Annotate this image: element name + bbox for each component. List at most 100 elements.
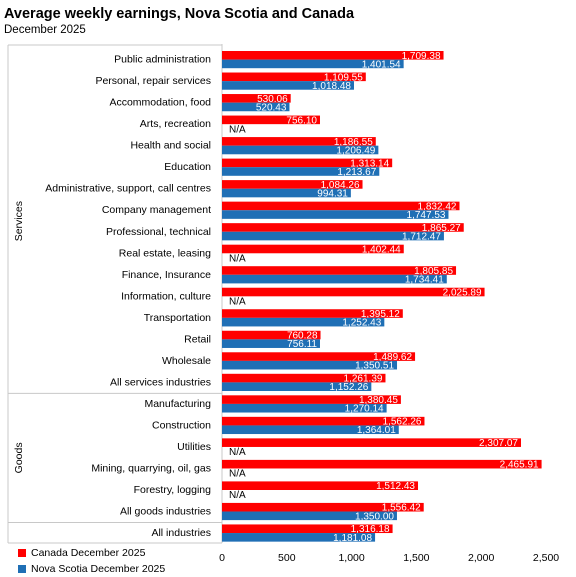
category-label-all-goods-industries: All goods industries (120, 506, 211, 518)
data-label-nova-scotia-finance-insurance: 1,734.41 (405, 275, 444, 286)
data-label-nova-scotia-wholesale: 1,350.51 (355, 361, 394, 372)
legend-label-canada: Canada December 2025 (31, 547, 146, 559)
data-label-canada-real-estate-leasing: 1,402.44 (362, 244, 401, 255)
data-label-canada-forestry-logging: 1,512.43 (376, 481, 415, 492)
data-label-canada-education: 1,313.14 (350, 158, 389, 169)
legend-swatch-nova-scotia (18, 565, 26, 573)
bar-canada-forestry-logging (222, 481, 419, 490)
data-label-canada-personal-repair-services: 1,109.55 (324, 72, 363, 83)
data-label-nova-scotia-education: 1,213.67 (337, 167, 376, 178)
data-label-nova-scotia-all-services-industries: 1,152.26 (329, 382, 368, 393)
data-label-nova-scotia-company-management: 1,747.53 (407, 210, 446, 221)
bar-nova-scotia-retail (222, 339, 320, 348)
bar-canada-manufacturing (222, 395, 401, 404)
bar-nova-scotia-personal-repair-services (222, 81, 354, 90)
category-label-information-culture: Information, culture (121, 290, 211, 302)
bar-nova-scotia-transportation (222, 317, 385, 327)
category-label-accommodation-food: Accommodation, food (109, 97, 211, 109)
x-tick-label-2: 1,000 (338, 552, 364, 564)
data-label-canada-administrative-support-call-centres: 1,084.26 (321, 180, 360, 191)
bar-nova-scotia-all-industries (222, 533, 376, 542)
data-label-canada-utilities: 2,307.07 (479, 438, 518, 449)
category-label-public-administration: Public administration (114, 54, 211, 66)
category-label-construction: Construction (152, 419, 211, 431)
bar-canada-public-administration (222, 51, 444, 60)
data-label-canada-mining-quarrying-oil-gas: 2,465.91 (500, 460, 539, 471)
x-tick-label-4: 2,000 (468, 552, 494, 564)
bar-nova-scotia-finance-insurance (222, 274, 447, 284)
bar-nova-scotia-manufacturing (222, 403, 387, 413)
data-label-nova-scotia-transportation: 1,252.43 (342, 318, 381, 329)
category-label-utilities: Utilities (177, 441, 211, 453)
data-label-nova-scotia-arts-recreation: N/A (229, 124, 246, 135)
bar-canada-real-estate-leasing (222, 244, 404, 254)
data-label-nova-scotia-utilities: N/A (229, 447, 246, 458)
data-label-nova-scotia-public-administration: 1,401.54 (362, 59, 401, 70)
bar-canada-transportation (222, 309, 403, 318)
chart-title: Average weekly earnings, Nova Scotia and… (4, 6, 355, 22)
data-label-nova-scotia-accommodation-food: 520.43 (256, 102, 287, 113)
data-label-nova-scotia-manufacturing: 1,270.14 (345, 404, 384, 415)
category-label-all-industries: All industries (151, 527, 211, 539)
bar-nova-scotia-all-services-industries (222, 382, 372, 391)
bar-canada-wholesale (222, 352, 416, 361)
bar-canada-all-services-industries (222, 373, 386, 383)
data-label-canada-health-and-social: 1,186.55 (334, 137, 373, 148)
data-label-nova-scotia-retail: 756.11 (287, 339, 317, 350)
category-label-arts-recreation: Arts, recreation (140, 118, 211, 130)
bar-canada-finance-insurance (222, 266, 457, 275)
data-label-canada-arts-recreation: 756.10 (286, 115, 317, 126)
group-label-goods: Goods (13, 442, 25, 473)
data-label-canada-accommodation-food: 530.06 (257, 94, 288, 105)
data-label-canada-all-goods-industries: 1,556.42 (382, 503, 421, 514)
x-tick-label-1: 500 (278, 552, 296, 564)
data-label-canada-all-industries: 1,316.18 (351, 524, 390, 535)
data-label-nova-scotia-information-culture: N/A (229, 296, 246, 307)
category-label-wholesale: Wholesale (162, 355, 211, 367)
data-label-nova-scotia-mining-quarrying-oil-gas: N/A (229, 469, 246, 480)
bar-canada-health-and-social (222, 137, 376, 146)
category-label-retail: Retail (184, 333, 211, 345)
chart-subtitle: December 2025 (4, 24, 86, 36)
bar-nova-scotia-accommodation-food (222, 102, 290, 112)
data-label-canada-public-administration: 1,709.38 (402, 51, 441, 62)
bar-canada-all-industries (222, 524, 393, 534)
data-label-nova-scotia-forestry-logging: N/A (229, 490, 246, 501)
data-label-nova-scotia-construction: 1,364.01 (357, 425, 396, 436)
bar-nova-scotia-administrative-support-call-centres (222, 188, 351, 198)
data-label-canada-company-management: 1,832.42 (418, 201, 457, 212)
category-label-company-management: Company management (102, 204, 211, 216)
data-label-canada-finance-insurance: 1,805.85 (414, 266, 453, 277)
legend-item-nova-scotia: Nova Scotia December 2025 (18, 563, 165, 575)
group-label-services: Services (13, 201, 25, 241)
data-label-nova-scotia-real-estate-leasing: N/A (229, 253, 246, 264)
legend-item-canada: Canada December 2025 (18, 547, 145, 559)
bar-nova-scotia-health-and-social (222, 145, 379, 155)
category-label-manufacturing: Manufacturing (144, 398, 211, 410)
bar-canada-administrative-support-call-centres (222, 180, 363, 189)
bar-nova-scotia-professional-technical (222, 231, 444, 241)
legend-swatch-canada (18, 549, 26, 557)
category-label-health-and-social: Health and social (130, 140, 211, 152)
bar-nova-scotia-wholesale (222, 360, 398, 370)
bar-canada-mining-quarrying-oil-gas (222, 459, 542, 469)
category-label-all-services-industries: All services industries (110, 376, 211, 388)
bar-canada-education (222, 158, 393, 168)
data-label-canada-wholesale: 1,489.62 (373, 352, 412, 363)
category-label-administrative-support-call-centres: Administrative, support, call centres (45, 183, 211, 195)
bar-nova-scotia-education (222, 167, 380, 176)
data-label-nova-scotia-personal-repair-services: 1,018.48 (312, 81, 351, 92)
data-label-canada-all-services-industries: 1,261.39 (344, 374, 383, 385)
data-label-nova-scotia-professional-technical: 1,712.47 (402, 232, 441, 243)
data-label-canada-professional-technical: 1,865.27 (422, 223, 461, 234)
bar-nova-scotia-construction (222, 425, 399, 435)
category-label-forestry-logging: Forestry, logging (134, 484, 212, 496)
data-label-canada-construction: 1,562.26 (383, 417, 422, 428)
bar-canada-accommodation-food (222, 94, 291, 103)
data-label-canada-manufacturing: 1,380.45 (359, 395, 398, 406)
x-tick-label-3: 1,500 (403, 552, 429, 564)
data-label-canada-retail: 760.28 (287, 331, 318, 342)
bar-nova-scotia-company-management (222, 210, 449, 219)
legend-label-nova-scotia: Nova Scotia December 2025 (31, 563, 166, 575)
